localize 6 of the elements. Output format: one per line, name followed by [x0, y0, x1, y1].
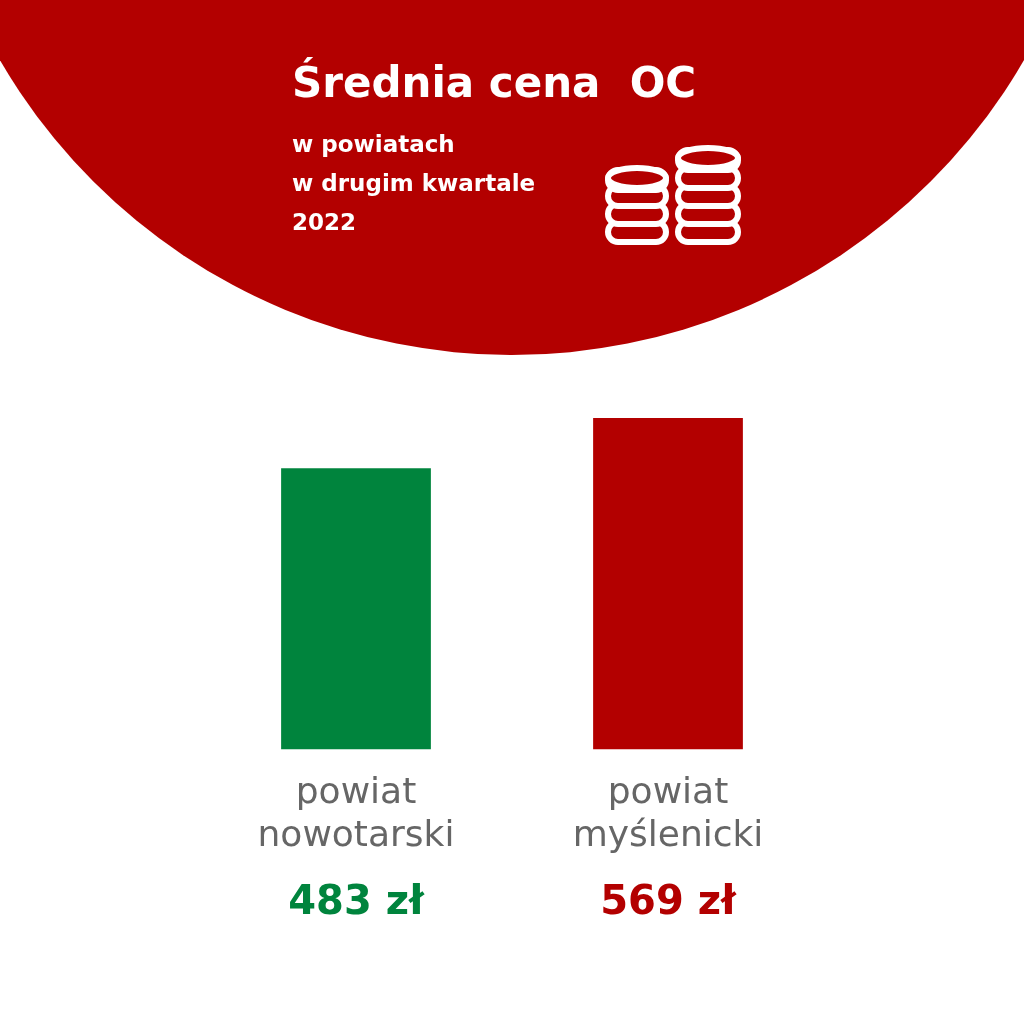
chart-title: Średnia cena OC [292, 58, 697, 107]
chart-subtitle: w powiatach w drugim kwartale 2022 [292, 130, 536, 237]
x-tick-label: powiat nowotarski [257, 769, 455, 854]
data-label: 569 zł [600, 877, 737, 924]
data-label: 483 zł [288, 877, 425, 924]
x-tick-label: powiat myślenicki [572, 769, 764, 854]
